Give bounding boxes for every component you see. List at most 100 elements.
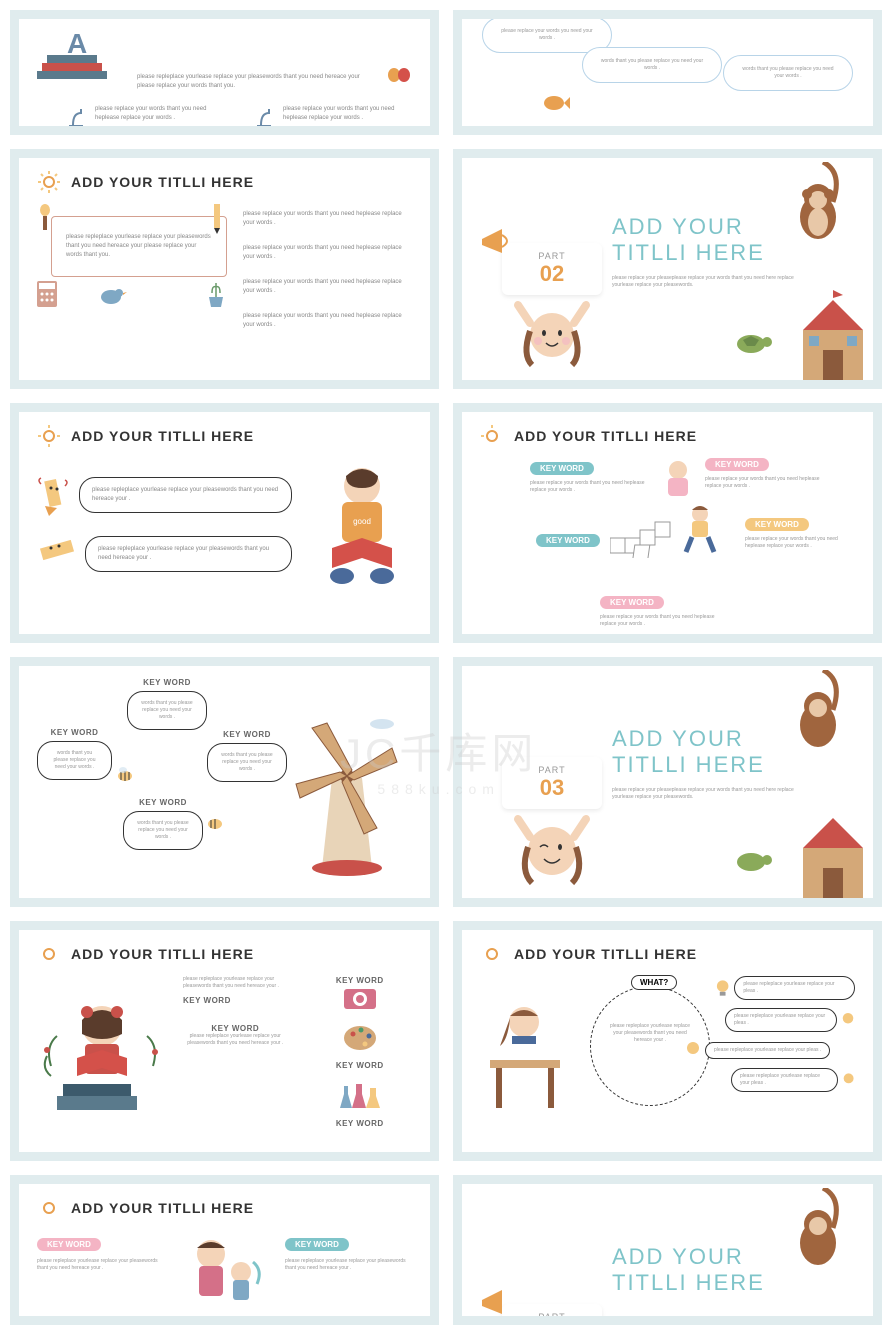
s9-c4k: KEY WORD [308, 1061, 413, 1070]
girl-wink-icon [502, 809, 602, 893]
s11-t1: please repleplace yourlease replace your… [37, 1258, 167, 1272]
bulb-icon [685, 1040, 701, 1060]
kid-pink-icon [660, 458, 696, 502]
butterfly-icon [386, 65, 412, 91]
turtle-icon [733, 848, 773, 874]
flasks-icon [340, 1080, 380, 1110]
mother-child-icon [181, 1234, 271, 1314]
slide-1: A please repleplace yourlease replace yo… [10, 10, 439, 135]
plant-pot-icon [205, 279, 227, 307]
speech-what: WHAT? [631, 975, 677, 990]
s7-k1: KEY WORD [127, 678, 207, 687]
s9-c3t: please repleplace yourlease replace your… [183, 1033, 288, 1047]
s6-k5: KEY WORD [600, 596, 664, 609]
s7-k3: KEY WORD [207, 730, 287, 739]
s4-st2: TITLLI HERE [612, 240, 812, 266]
slide-9: ADD YOUR TITLLI HERE please repleplace y… [10, 921, 439, 1161]
sun-icon [480, 942, 504, 966]
slide-4-section-2: PART 02 ADD YOUR TITLLI HERE please repl… [453, 149, 882, 389]
monkey-icon [783, 1188, 853, 1288]
camera-icon [344, 985, 376, 1009]
bulb-icon [841, 1010, 855, 1030]
sun-icon [37, 170, 61, 194]
windmill-icon [282, 698, 412, 878]
s9-c3k: KEY WORD [183, 1024, 288, 1033]
s7-t4: words thant you please replace you need … [136, 820, 190, 841]
bee-icon [115, 766, 135, 782]
s4-part: PART [516, 251, 588, 261]
s11-k1: KEY WORD [37, 1238, 101, 1251]
s6-title: ADD YOUR TITLLI HERE [514, 428, 697, 444]
s8-st1: ADD YOUR [612, 726, 812, 752]
slide-10: ADD YOUR TITLLI HERE WHAT? please replep… [453, 921, 882, 1161]
s3-box: please repleplace yourlease replace your… [66, 233, 212, 260]
s10-center: please repleplace yourlease replace your… [605, 1023, 695, 1044]
s1-text: please repleplace yourlease replace your… [137, 73, 376, 91]
s5-b1: please repleplace yourlease replace your… [92, 486, 279, 504]
s6-t5: please replace your words thant you need… [600, 614, 720, 628]
castle-icon [793, 808, 873, 898]
bird-icon [97, 285, 127, 307]
s8-st2: TITLLI HERE [612, 752, 812, 778]
s6-t2: please replace your words thant you need… [705, 476, 825, 490]
s7-k4: KEY WORD [123, 798, 203, 807]
s7-t3: words thant you please replace you need … [220, 752, 274, 773]
s7-t1: words thant you please replace you need … [140, 700, 194, 721]
lamp-icon [37, 204, 53, 234]
sun-icon [37, 942, 61, 966]
s12-s2: TITLLI HERE [612, 1270, 812, 1296]
microscope-icon [67, 105, 87, 129]
s9-c1t: please repleplace yourlease replace your… [183, 976, 288, 990]
s3-t3: please replace your words thant you need… [243, 278, 412, 296]
bee-icon [205, 814, 225, 830]
pencil-happy-icon [37, 474, 71, 516]
girl-on-books-icon [37, 976, 167, 1126]
s7-t2: words thant you please replace you need … [50, 750, 99, 771]
s3-t4: please replace your words thant you need… [243, 312, 412, 330]
s1-t1: please replace your words thant you need… [95, 105, 225, 123]
s10-b3: please repleplace yourlease replace your… [714, 1047, 821, 1054]
s11-t2: please repleplace yourlease replace your… [285, 1258, 412, 1272]
s10-b1: please repleplace yourlease replace your… [743, 981, 846, 995]
s3-title: ADD YOUR TITLLI HERE [71, 174, 254, 190]
s12-s1: ADD YOUR [612, 1244, 812, 1270]
s6-t4: please replace your words thant you need… [745, 536, 855, 550]
s9-c2k: KEY WORD [308, 976, 413, 985]
s6-k1: KEY WORD [530, 462, 594, 475]
s11-title: ADD YOUR TITLLI HERE [71, 1200, 254, 1216]
s12-p: PART [516, 1312, 588, 1322]
s11-k2: KEY WORD [285, 1238, 349, 1251]
s10-b4: please repleplace yourlease replace your… [740, 1073, 829, 1087]
s6-t1: please replace your words thant you need… [530, 480, 650, 494]
s4-num: 02 [516, 261, 588, 287]
boy-reading-icon: good [312, 458, 412, 588]
s8-sub: please replace your pleaseplease replace… [612, 787, 812, 801]
sun-icon [37, 1196, 61, 1220]
bulb-icon [715, 978, 730, 998]
s6-k3: KEY WORD [536, 534, 600, 547]
fish-icon [542, 94, 570, 112]
s2-c3: words thant you please replace you need … [740, 66, 836, 80]
s7-k2: KEY WORD [37, 728, 112, 737]
s6-k4: KEY WORD [745, 518, 809, 531]
slide-11: ADD YOUR TITLLI HERE KEY WORD please rep… [10, 1175, 439, 1325]
s10-b2: please repleplace yourlease replace your… [734, 1013, 828, 1027]
slide-6: ADD YOUR TITLLI HERE KEY WORD please repl… [453, 403, 882, 643]
sun-icon [37, 424, 61, 448]
s9-c5k: KEY WORD [308, 1119, 413, 1128]
s1-t2: please replace your words thant you need… [283, 105, 413, 123]
s9-title: ADD YOUR TITLLI HERE [71, 946, 254, 962]
bulb-icon [842, 1070, 855, 1090]
s10-title: ADD YOUR TITLLI HERE [514, 946, 697, 962]
svg-text:good: good [353, 517, 371, 526]
monkey-icon [783, 162, 853, 262]
sun-icon [480, 424, 504, 448]
turtle-icon [733, 330, 773, 356]
microscope-icon [255, 105, 275, 129]
s3-t2: please replace your words thant you need… [243, 244, 412, 262]
s12-n: 04 [516, 1322, 588, 1325]
palette-icon [343, 1024, 377, 1052]
monkey-icon [783, 670, 853, 770]
calculator-icon [37, 281, 57, 307]
pencil-icon [211, 204, 223, 234]
